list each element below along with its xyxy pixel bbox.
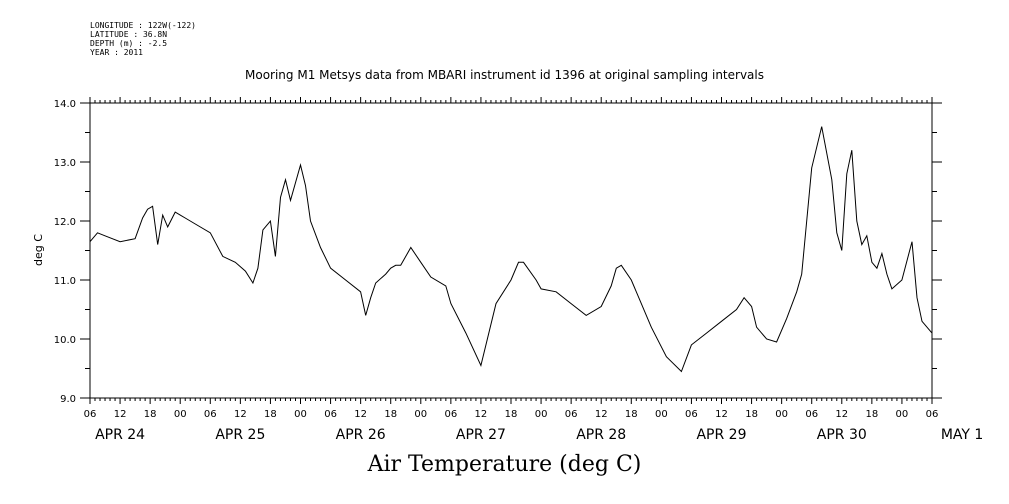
x-tick-label: 06 — [324, 409, 337, 420]
latitude-text: LATITUDE : 36.8N — [90, 30, 168, 39]
year-text: YEAR : 2011 — [90, 48, 143, 57]
x-tick-label: 18 — [625, 409, 638, 420]
day-label: APR 29 — [696, 427, 746, 443]
x-tick-label: 12 — [114, 409, 127, 420]
x-tick-label: 06 — [685, 409, 698, 420]
day-label: APR 30 — [817, 427, 867, 443]
day-label: APR 28 — [576, 427, 626, 443]
depth-text: DEPTH (m) : -2.5 — [90, 39, 168, 48]
y-tick-label: 13.0 — [54, 158, 76, 169]
day-label: APR 27 — [456, 427, 506, 443]
x-tick-label: 12 — [354, 409, 367, 420]
x-tick-label: 00 — [535, 409, 548, 420]
y-tick-label: 12.0 — [54, 217, 76, 228]
x-tick-label: 00 — [655, 409, 668, 420]
x-tick-label: 06 — [565, 409, 578, 420]
x-tick-label: 18 — [745, 409, 758, 420]
x-tick-label: 12 — [715, 409, 728, 420]
x-tick-label: 18 — [264, 409, 277, 420]
plot-frame — [89, 102, 933, 399]
x-tick-label: 18 — [144, 409, 157, 420]
x-tick-label: 06 — [805, 409, 818, 420]
x-tick-label: 06 — [444, 409, 457, 420]
x-tick-label: 00 — [896, 409, 909, 420]
y-tick-labels: 9.0 10.0 11.0 12.0 13.0 14.0 — [54, 99, 76, 405]
x-tick-label: 00 — [174, 409, 187, 420]
day-label: APR 24 — [95, 427, 145, 443]
y-tick-label: 10.0 — [54, 335, 76, 346]
y-axis-label: deg C — [32, 234, 45, 266]
x-tick-label: 18 — [384, 409, 397, 420]
x-tick-label: 18 — [505, 409, 518, 420]
day-labels: APR 24 APR 25 APR 26 APR 27 APR 28 APR 29 APR … — [95, 427, 983, 443]
x-tick-label: 00 — [775, 409, 788, 420]
x-tick-labels: 06 12 18 00 06 12 18 00 06 12 18 00 06 12 18 00 06 12 18 00… — [84, 409, 939, 420]
day-label: APR 26 — [336, 427, 386, 443]
y-tick-label: 9.0 — [60, 394, 76, 405]
x-tick-label: 06 — [926, 409, 939, 420]
x-tick-label: 06 — [204, 409, 217, 420]
air-temperature-line — [89, 126, 933, 373]
x-tick-label: 12 — [835, 409, 848, 420]
x-tick-label: 12 — [595, 409, 608, 420]
x-tick-label: 12 — [475, 409, 488, 420]
chart-title: Mooring M1 Metsys data from MBARI instru… — [245, 68, 764, 82]
x-tick-label: 06 — [84, 409, 97, 420]
day-label: MAY 1 — [941, 427, 983, 443]
metadata-block: LONGITUDE : 122W(-122) LATITUDE : 36.8N … — [90, 21, 196, 57]
tick-marks — [80, 97, 942, 404]
variable-label: Air Temperature (deg C) — [367, 452, 642, 477]
longitude-text: LONGITUDE : 122W(-122) — [90, 21, 196, 30]
x-tick-label: 12 — [234, 409, 247, 420]
y-tick-label: 14.0 — [54, 99, 76, 110]
x-tick-label: 18 — [865, 409, 878, 420]
x-tick-label: 00 — [294, 409, 307, 420]
y-tick-label: 11.0 — [54, 276, 76, 287]
x-tick-label: 00 — [414, 409, 427, 420]
day-label: APR 25 — [215, 427, 265, 443]
